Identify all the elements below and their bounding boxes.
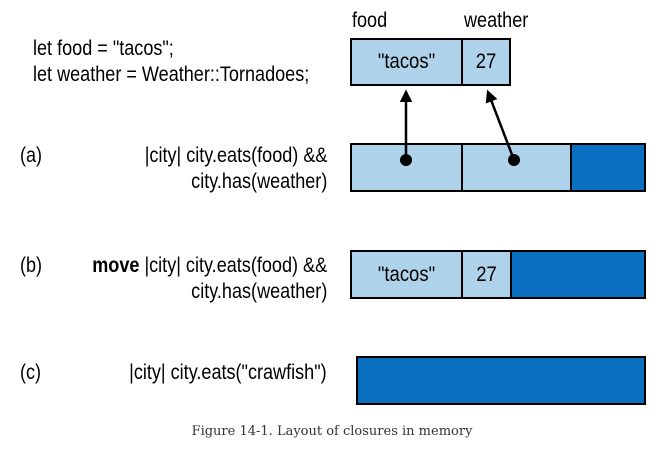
row-c-code-line1: |city| city.eats("crawfish") [129,361,327,384]
row-a-code-pointer-cell [570,143,646,192]
row-b-weather-cell: 27 [461,250,512,299]
code-line-weather: let weather = Weather::Tornadoes; [33,63,310,86]
code-line-food: let food = "tacos"; [33,37,174,60]
row-b-weather-value: 27 [476,262,497,286]
row-a-code-line1: |city| city.eats(food) && [144,144,327,167]
food-label: food [352,9,388,32]
row-b-food-value: "tacos" [377,262,436,286]
row-c-label: (c) [20,361,42,384]
food-reference-dot [400,154,412,166]
figure-caption: Figure 14-1. Layout of closures in memor… [191,424,473,439]
row-b-code-text: |city| city.eats(food) && [144,254,327,277]
weather-value: 27 [475,50,497,73]
row-a-label: (a) [20,144,43,167]
food-value: "tacos" [377,50,436,73]
row-b-move-keyword: move [92,254,140,277]
row-a-code-line2: city.has(weather) [190,170,327,193]
weather-label: weather [464,9,529,32]
row-b-code-pointer-cell [510,250,646,299]
row-b-code-line1: move |city| city.eats(food) && [92,253,327,279]
row-b-code-line2: city.has(weather) [190,280,327,303]
row-c-code-pointer-cell [356,356,646,405]
row-b-label: (b) [20,254,43,277]
weather-reference-dot [508,154,520,166]
weather-variable-box: 27 [461,38,511,86]
row-a-weather-ref-cell [461,143,572,192]
weather-reference-arrow [485,89,516,161]
